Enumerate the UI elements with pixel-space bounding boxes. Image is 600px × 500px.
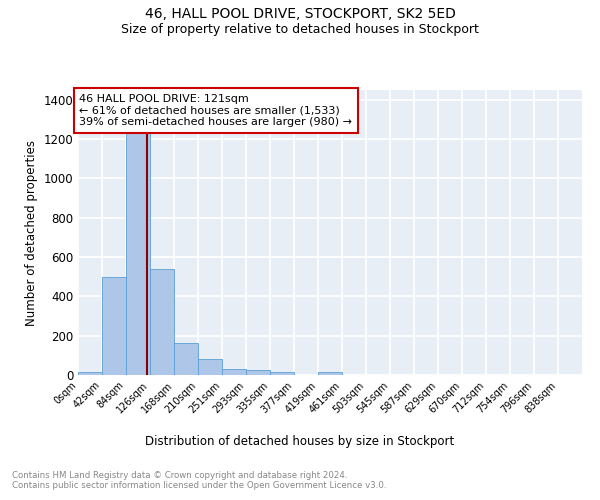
Bar [174, 342, 198, 375]
Text: Contains HM Land Registry data © Crown copyright and database right 2024.
Contai: Contains HM Land Registry data © Crown c… [12, 470, 386, 490]
Text: 46, HALL POOL DRIVE, STOCKPORT, SK2 5ED: 46, HALL POOL DRIVE, STOCKPORT, SK2 5ED [145, 8, 455, 22]
Y-axis label: Number of detached properties: Number of detached properties [25, 140, 38, 326]
Text: Size of property relative to detached houses in Stockport: Size of property relative to detached ho… [121, 22, 479, 36]
Bar [198, 359, 222, 375]
Text: 46 HALL POOL DRIVE: 121sqm
← 61% of detached houses are smaller (1,533)
39% of s: 46 HALL POOL DRIVE: 121sqm ← 61% of deta… [79, 94, 352, 127]
Bar [150, 269, 174, 375]
Bar [222, 369, 246, 375]
Bar [246, 370, 270, 375]
Bar [270, 372, 294, 375]
Bar [78, 372, 102, 375]
Bar [126, 112, 150, 375]
Text: Distribution of detached houses by size in Stockport: Distribution of detached houses by size … [145, 435, 455, 448]
Bar [102, 276, 126, 375]
Bar [318, 372, 342, 375]
